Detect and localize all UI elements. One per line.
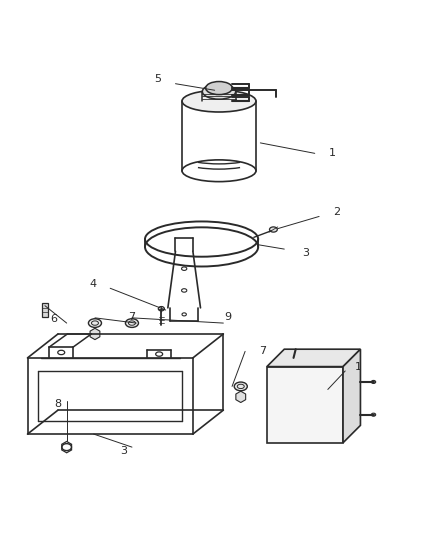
Text: 3: 3	[303, 248, 310, 259]
Text: 3: 3	[120, 447, 127, 456]
Ellipse shape	[371, 381, 376, 383]
Text: 6: 6	[50, 314, 57, 324]
Ellipse shape	[206, 82, 232, 94]
Text: 5: 5	[155, 75, 162, 84]
Ellipse shape	[269, 227, 277, 232]
Text: 9: 9	[224, 312, 231, 321]
Ellipse shape	[234, 382, 247, 391]
Polygon shape	[267, 349, 360, 367]
Bar	[42, 303, 48, 317]
Text: 2: 2	[333, 207, 340, 217]
Text: 8: 8	[54, 399, 61, 409]
Ellipse shape	[182, 90, 256, 112]
Polygon shape	[343, 349, 360, 443]
Ellipse shape	[88, 319, 102, 327]
Text: 4: 4	[89, 279, 96, 289]
Text: 7: 7	[259, 346, 266, 357]
Ellipse shape	[202, 84, 236, 99]
Ellipse shape	[158, 306, 164, 311]
Ellipse shape	[371, 413, 376, 416]
Ellipse shape	[125, 319, 138, 327]
Bar	[267, 367, 343, 443]
Text: 7: 7	[128, 312, 135, 321]
Text: 1: 1	[355, 361, 362, 372]
Text: 1: 1	[328, 148, 336, 158]
